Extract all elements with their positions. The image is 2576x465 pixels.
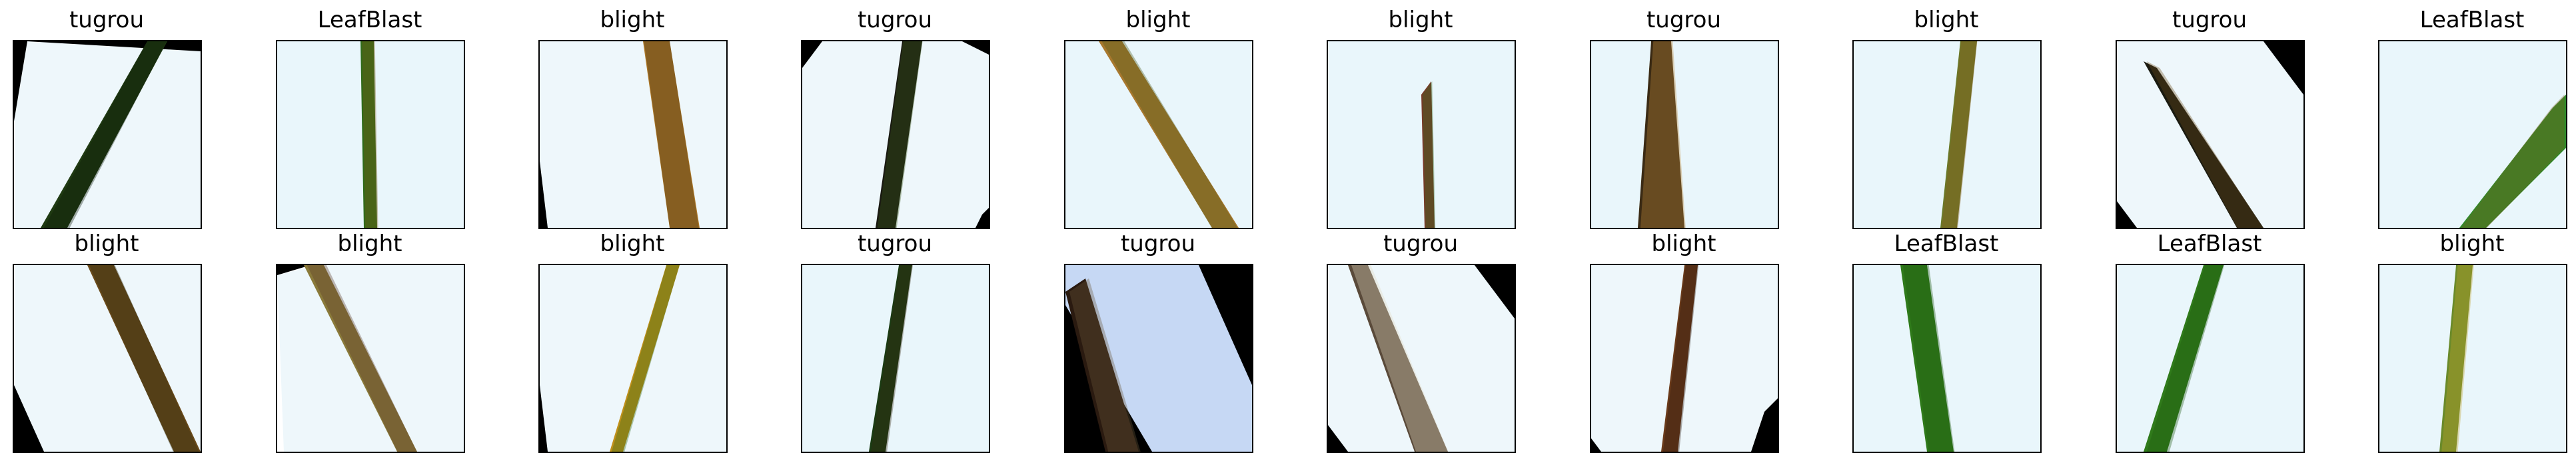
panel-title: blight — [1388, 7, 1453, 33]
panel-title: blight — [1651, 231, 1716, 257]
panel-title: blight — [1914, 7, 1979, 33]
leaf-image — [276, 40, 465, 229]
leaf-image — [2378, 40, 2567, 229]
panel-title: tugrou — [1120, 231, 1196, 257]
panel-title: LeafBlast — [2419, 7, 2525, 33]
leaf-image — [801, 40, 990, 229]
panel-title: LeafBlast — [317, 7, 422, 33]
panel-title: blight — [600, 7, 665, 33]
leaf-image — [1852, 40, 2042, 229]
leaf-image — [13, 40, 202, 229]
leaf-image — [538, 40, 728, 229]
panel-title: tugrou — [69, 7, 145, 33]
leaf-image — [801, 264, 990, 453]
leaf-image — [2116, 264, 2305, 453]
leaf-image — [1064, 264, 1253, 453]
panel-title: tugrou — [857, 7, 933, 33]
leaf-image — [1327, 40, 1516, 229]
leaf-image — [1590, 264, 1779, 453]
panel-title: tugrou — [1646, 7, 1722, 33]
leaf-image — [1064, 40, 1253, 229]
leaf-image — [13, 264, 202, 453]
panel-title: blight — [2439, 231, 2505, 257]
leaf-image — [1852, 264, 2042, 453]
leaf-image — [276, 264, 465, 453]
panel-title: LeafBlast — [1894, 231, 1999, 257]
panel-title: blight — [1125, 7, 1191, 33]
panel-title: blight — [337, 231, 402, 257]
panel-title: LeafBlast — [2157, 231, 2262, 257]
panel-title: tugrou — [2172, 7, 2248, 33]
leaf-image — [2378, 264, 2567, 453]
panel-title: blight — [74, 231, 139, 257]
leaf-image — [1590, 40, 1779, 229]
leaf-image — [1327, 264, 1516, 453]
leaf-image — [2116, 40, 2305, 229]
panel-title: blight — [600, 231, 665, 257]
leaf-image — [538, 264, 728, 453]
panel-title: tugrou — [857, 231, 933, 257]
panel-title: tugrou — [1383, 231, 1459, 257]
